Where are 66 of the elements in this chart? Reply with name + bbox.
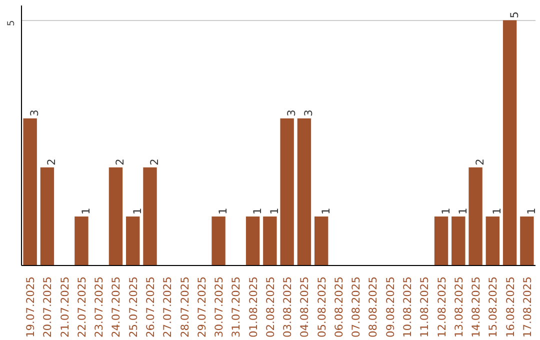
x-tick-label: 04.08.2025 bbox=[298, 276, 312, 338]
data-label: 1 bbox=[130, 208, 144, 214]
x-tick-label: 26.07.2025 bbox=[144, 276, 157, 338]
bar bbox=[434, 216, 448, 266]
x-tick-label: 23.07.2025 bbox=[92, 276, 106, 338]
x-tick-label: 21.07.2025 bbox=[58, 276, 72, 338]
data-label: 1 bbox=[79, 208, 92, 214]
x-tick-label: 28.07.2025 bbox=[178, 276, 192, 338]
x-tick-label: 22.07.2025 bbox=[75, 276, 88, 338]
bar bbox=[212, 216, 226, 266]
bar bbox=[502, 20, 517, 266]
x-tick-label: 11.08.2025 bbox=[418, 276, 432, 338]
x-tick-label: 08.08.2025 bbox=[366, 276, 380, 338]
bar bbox=[23, 118, 37, 266]
x-tick-label: 31.07.2025 bbox=[230, 276, 243, 338]
x-tick-label: 05.08.2025 bbox=[315, 276, 328, 338]
x-tick-label: 30.07.2025 bbox=[212, 276, 226, 338]
data-label: 1 bbox=[268, 208, 281, 214]
x-tick-label: 17.08.2025 bbox=[520, 276, 534, 338]
bar bbox=[280, 118, 294, 266]
bar bbox=[468, 167, 482, 266]
x-tick-label: 24.07.2025 bbox=[110, 276, 123, 338]
x-tick-label: 03.08.2025 bbox=[281, 276, 294, 338]
data-label: 1 bbox=[524, 208, 538, 214]
x-tick-label: 10.08.2025 bbox=[401, 276, 414, 338]
x-tick-label: 02.08.2025 bbox=[264, 276, 277, 338]
x-tick-label: 16.08.2025 bbox=[504, 276, 517, 338]
bar bbox=[452, 216, 466, 266]
bar bbox=[74, 216, 88, 266]
bar bbox=[297, 118, 312, 266]
data-label: 3 bbox=[285, 110, 298, 116]
bar bbox=[40, 167, 54, 266]
x-tick-label: 27.07.2025 bbox=[161, 276, 174, 338]
data-label: 1 bbox=[250, 208, 264, 214]
x-tick-label: 01.08.2025 bbox=[246, 276, 260, 338]
x-tick-label: 19.07.2025 bbox=[24, 276, 38, 338]
data-label: 3 bbox=[28, 110, 42, 116]
data-label: 1 bbox=[490, 208, 504, 214]
data-label: 2 bbox=[474, 158, 487, 166]
data-label: 3 bbox=[302, 110, 316, 116]
x-tick-label: 14.08.2025 bbox=[470, 276, 483, 338]
x-tick-label: 20.07.2025 bbox=[41, 276, 54, 338]
x-tick-label: 09.08.2025 bbox=[384, 276, 397, 338]
data-label: 1 bbox=[216, 208, 230, 214]
bar bbox=[246, 216, 260, 266]
bar bbox=[263, 216, 277, 266]
x-tick-label: 25.07.2025 bbox=[126, 276, 140, 338]
data-label: 2 bbox=[114, 158, 127, 166]
data-label: 2 bbox=[45, 158, 58, 166]
x-tick-label: 15.08.2025 bbox=[486, 276, 500, 338]
x-tick-label: 07.08.2025 bbox=[350, 276, 363, 338]
data-label: 1 bbox=[319, 208, 332, 214]
data-label: 2 bbox=[148, 158, 161, 166]
bar bbox=[126, 216, 140, 266]
x-tick-label: 12.08.2025 bbox=[435, 276, 448, 338]
bar bbox=[143, 167, 157, 266]
data-label: 5 bbox=[508, 11, 521, 18]
bar bbox=[314, 216, 328, 266]
bar bbox=[520, 216, 534, 266]
x-tick-label: 06.08.2025 bbox=[332, 276, 346, 338]
x-tick-label: 13.08.2025 bbox=[452, 276, 466, 338]
x-tick-label: 29.07.2025 bbox=[195, 276, 208, 338]
bar bbox=[486, 216, 500, 266]
bar bbox=[108, 167, 123, 266]
data-label: 1 bbox=[439, 208, 452, 214]
data-label: 1 bbox=[456, 208, 470, 214]
